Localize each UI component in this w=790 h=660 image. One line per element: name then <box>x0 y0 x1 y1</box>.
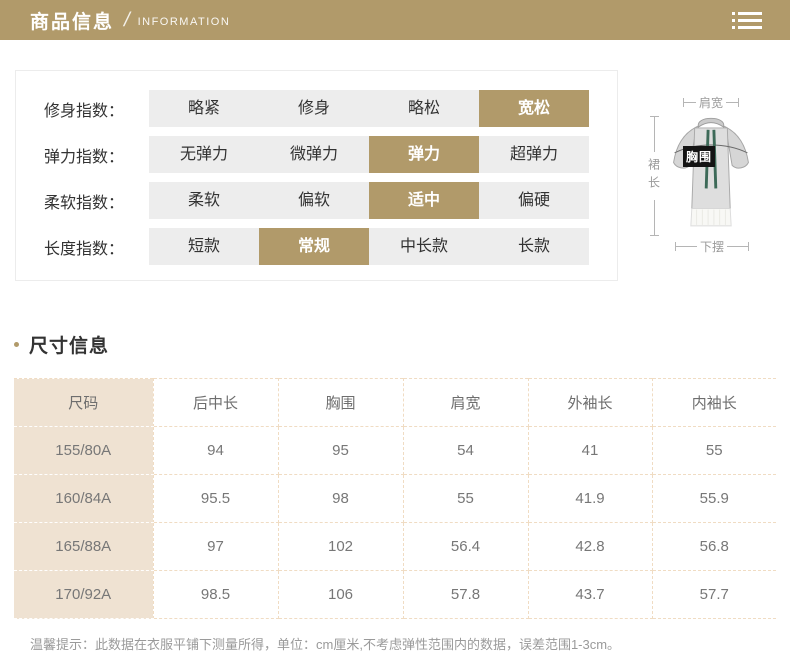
value-cell: 98.5 <box>153 570 279 619</box>
option-super-stretch[interactable]: 超弹力 <box>479 136 589 173</box>
value-cell: 94 <box>153 426 279 475</box>
bracket-right-icon <box>726 98 739 107</box>
value-cell: 43.7 <box>528 570 653 619</box>
page-title: 商品信息 <box>30 11 115 33</box>
menu-list-row <box>732 18 762 22</box>
value-cell: 56.4 <box>403 522 529 571</box>
size-cell: 160/84A <box>14 474 154 523</box>
size-row-160-84A: 160/84A 95.5 98 55 41.9 55.9 <box>14 474 776 523</box>
size-cell: 165/88A <box>14 522 154 571</box>
bullet-dot-icon <box>14 342 19 347</box>
option-no-stretch[interactable]: 无弹力 <box>149 136 259 173</box>
value-cell: 54 <box>403 426 529 475</box>
size-row-170-92A: 170/92A 98.5 106 57.8 43.7 57.7 <box>14 570 776 619</box>
col-header-bust: 胸围 <box>278 378 404 427</box>
value-cell: 41 <box>528 426 653 475</box>
option-short[interactable]: 短款 <box>149 228 259 265</box>
length-index-options: 短款 常规 中长款 长款 <box>149 228 589 265</box>
elasticity-index-options: 无弹力 微弹力 弹力 超弹力 <box>149 136 589 173</box>
option-slightly-loose[interactable]: 略松 <box>369 90 479 127</box>
bracket-right-icon <box>727 242 749 251</box>
elasticity-index-row: 弹力指数： 无弹力 微弹力 弹力 超弹力 <box>44 136 617 173</box>
fit-index-label: 修身指数： <box>44 102 125 120</box>
value-cell: 55.9 <box>652 474 776 523</box>
col-header-outer-sleeve: 外袖长 <box>528 378 653 427</box>
option-softish[interactable]: 偏软 <box>259 182 369 219</box>
hem-width-label: 下摆 <box>699 240 724 254</box>
value-cell: 55 <box>403 474 529 523</box>
header-title-group: 商品信息 / INFORMATION <box>30 7 230 34</box>
measurement-note: 温馨提示：此数据在衣服平铺下测量所得，单位：cm厘米,不考虑弹性范围内的数据，误… <box>30 637 621 652</box>
option-slightly-tight[interactable]: 略紧 <box>149 90 259 127</box>
option-soft[interactable]: 柔软 <box>149 182 259 219</box>
value-cell: 41.9 <box>528 474 653 523</box>
shoulder-width-mark: 肩宽 <box>663 94 759 111</box>
skirt-length-mark: 裙长 <box>647 116 661 236</box>
title-separator: / <box>121 8 133 31</box>
option-regular[interactable]: 常规 <box>259 228 369 265</box>
option-mid-long[interactable]: 中长款 <box>369 228 479 265</box>
menu-list-row <box>732 25 762 29</box>
size-row-155-80A: 155/80A 94 95 54 41 55 <box>14 426 776 475</box>
garment-measure-diagram: 肩宽 裙长 <box>645 88 790 268</box>
softness-index-options: 柔软 偏软 适中 偏硬 <box>149 182 589 219</box>
measure-line-icon <box>653 117 655 152</box>
size-cell: 155/80A <box>14 426 154 475</box>
size-row-165-88A: 165/88A 97 102 56.4 42.8 56.8 <box>14 522 776 571</box>
value-cell: 102 <box>278 522 404 571</box>
hem-width-mark: 下摆 <box>653 238 771 255</box>
value-cell: 95 <box>278 426 404 475</box>
shoulder-width-label: 肩宽 <box>698 96 723 110</box>
value-cell: 95.5 <box>153 474 279 523</box>
length-index-row: 长度指数： 短款 常规 中长款 长款 <box>44 228 617 265</box>
col-header-shoulder: 肩宽 <box>403 378 529 427</box>
measure-line-icon <box>653 200 655 235</box>
value-cell: 97 <box>153 522 279 571</box>
page-subtitle: INFORMATION <box>137 15 231 28</box>
length-index-label: 长度指数： <box>44 240 125 258</box>
col-header-inner-sleeve: 内袖长 <box>652 378 776 427</box>
size-title-text: 尺寸信息 <box>29 336 110 357</box>
measure-cap-bottom-icon <box>649 235 659 236</box>
fit-index-row: 修身指数： 略紧 修身 略松 宽松 <box>44 90 617 127</box>
size-section-title: 尺寸信息 <box>14 331 109 358</box>
header-bar: 商品信息 / INFORMATION <box>0 0 790 40</box>
option-medium[interactable]: 适中 <box>369 182 479 219</box>
option-fitted[interactable]: 修身 <box>259 90 369 127</box>
bracket-left-icon <box>682 98 696 107</box>
chest-measure-badge: 胸围 <box>683 146 716 167</box>
option-long[interactable]: 长款 <box>479 228 589 265</box>
softness-index-row: 柔软指数： 柔软 偏软 适中 偏硬 <box>44 182 617 219</box>
col-header-size: 尺码 <box>14 378 154 427</box>
softness-index-label: 柔软指数： <box>44 194 125 212</box>
menu-list-row <box>732 11 762 15</box>
bracket-left-icon <box>674 242 697 251</box>
option-slight-stretch[interactable]: 微弹力 <box>259 136 369 173</box>
size-cell: 170/92A <box>14 570 154 619</box>
hoodie-dress-illustration <box>673 117 749 227</box>
option-loose[interactable]: 宽松 <box>479 90 589 127</box>
value-cell: 98 <box>278 474 404 523</box>
value-cell: 106 <box>278 570 404 619</box>
elasticity-index-label: 弹力指数： <box>44 148 125 166</box>
option-hardish[interactable]: 偏硬 <box>479 182 589 219</box>
size-table: 尺码 后中长 胸围 肩宽 外袖长 内袖长 155/80A 94 95 54 41… <box>14 378 776 619</box>
skirt-length-label: 裙长 <box>646 158 661 194</box>
option-stretch[interactable]: 弹力 <box>369 136 479 173</box>
value-cell: 57.7 <box>652 570 776 619</box>
measure-cap-top-icon <box>649 116 659 117</box>
value-cell: 55 <box>652 426 776 475</box>
value-cell: 42.8 <box>528 522 653 571</box>
menu-list-icon[interactable] <box>732 11 762 29</box>
fit-index-options: 略紧 修身 略松 宽松 <box>149 90 589 127</box>
size-table-header-row: 尺码 后中长 胸围 肩宽 外袖长 内袖长 <box>14 378 776 427</box>
value-cell: 57.8 <box>403 570 529 619</box>
value-cell: 56.8 <box>652 522 776 571</box>
col-header-back-length: 后中长 <box>153 378 279 427</box>
attribute-index-panel: 修身指数： 略紧 修身 略松 宽松 弹力指数： 无弹力 微弹力 弹力 超弹力 柔… <box>15 70 618 281</box>
